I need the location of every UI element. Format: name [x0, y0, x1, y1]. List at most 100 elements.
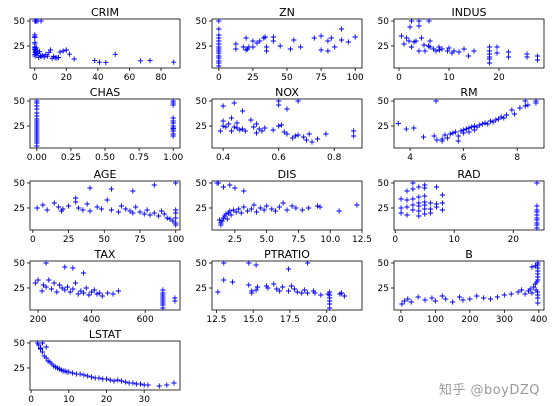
data-point-dis: [215, 180, 221, 186]
data-point-chas: [170, 115, 176, 121]
data-point-dis: [289, 203, 295, 209]
data-point-indus: [403, 35, 410, 41]
x-tick-label-crim: 40: [92, 73, 104, 83]
data-point-dis: [217, 217, 223, 223]
data-point-crim: [63, 47, 69, 53]
data-point-dis: [233, 209, 239, 215]
data-point-dis: [241, 204, 247, 210]
data-point-tax: [48, 286, 55, 292]
data-point-dis: [244, 208, 251, 214]
data-point-age: [108, 207, 115, 213]
data-point-tax: [56, 282, 63, 288]
data-point-crim: [41, 54, 47, 60]
data-point-rm: [498, 114, 504, 120]
data-point-lstat: [85, 373, 91, 379]
data-point-nox: [239, 108, 246, 114]
chart-ptratio: PTRATIO 12.5 15.0 17.5 20.0 25 50: [196, 248, 363, 325]
data-point-b: [443, 296, 449, 302]
y-tick-label-chas: 25: [14, 122, 25, 132]
data-point-rm: [433, 98, 439, 104]
data-point-age: [130, 210, 136, 216]
data-point-rm: [487, 118, 494, 124]
data-point-nox: [231, 124, 237, 130]
x-tick-label-indus: 10: [443, 73, 455, 83]
data-point-nox: [289, 135, 296, 141]
data-point-b: [508, 291, 514, 297]
data-point-nox: [276, 123, 282, 129]
data-point-tax: [78, 288, 84, 294]
data-point-b: [405, 296, 411, 302]
data-point-rm: [503, 112, 510, 118]
data-point-indus: [422, 48, 428, 54]
x-tick-label-dis: 12.5: [352, 235, 372, 245]
data-point-rad: [422, 182, 428, 188]
data-point-zn: [332, 44, 338, 50]
data-point-crim: [32, 32, 38, 38]
data-point-rad: [410, 207, 416, 213]
data-point-crim: [92, 58, 98, 64]
data-point-rm: [522, 98, 528, 104]
data-point-indus: [461, 46, 467, 52]
data-point-indus: [505, 54, 512, 60]
data-point-dis: [232, 185, 238, 191]
x-tick-label-lstat: 0: [28, 395, 34, 405]
data-point-b: [467, 296, 473, 302]
data-point-age: [137, 209, 143, 215]
data-point-indus: [471, 48, 477, 54]
data-point-tax: [39, 288, 45, 294]
data-point-dis: [238, 210, 244, 216]
data-point-ptratio: [246, 260, 252, 266]
data-point-rad: [428, 200, 434, 206]
chart-title-ptratio: PTRATIO: [264, 248, 310, 261]
data-point-crim: [36, 48, 43, 54]
data-point-rm: [477, 122, 483, 128]
data-point-indus: [427, 44, 433, 50]
x-tick-label-nox: 0.4: [216, 153, 231, 163]
data-point-tax: [70, 286, 76, 292]
data-point-nox: [220, 123, 226, 129]
y-tick-label-lstat: 25: [14, 364, 25, 374]
data-point-indus: [505, 49, 512, 55]
chart-title-rm: RM: [460, 86, 477, 99]
chart-title-lstat: LSTAT: [89, 328, 122, 341]
data-point-lstat: [81, 372, 87, 378]
data-point-zn: [325, 38, 331, 44]
x-tick-label-crim: 80: [155, 73, 167, 83]
data-point-b: [535, 292, 541, 298]
x-tick-label-ptratio: 17.5: [280, 315, 300, 325]
x-tick-label-age: 0: [30, 235, 36, 245]
data-point-lstat: [66, 369, 72, 375]
chart-b: B 0 100 200 300 400 25 50: [378, 248, 548, 325]
x-tick-label-rm: 6: [461, 153, 467, 163]
data-point-indus: [398, 33, 405, 39]
data-point-age: [94, 204, 100, 210]
data-point-tax: [70, 265, 76, 271]
data-point-lstat: [43, 355, 49, 361]
data-point-rm: [455, 138, 461, 144]
data-point-nox: [223, 124, 229, 130]
data-point-rm: [458, 128, 464, 134]
y-tick-label-age: 25: [14, 204, 25, 214]
data-point-age: [144, 207, 150, 213]
data-point-nox: [284, 131, 290, 137]
data-point-nox: [231, 100, 237, 106]
data-point-rad: [428, 206, 434, 212]
data-point-dis: [251, 202, 257, 208]
data-point-rm: [434, 137, 440, 143]
data-point-b: [522, 291, 528, 297]
data-point-tax: [80, 270, 87, 276]
data-point-indus: [439, 46, 445, 52]
data-point-ptratio: [271, 281, 277, 287]
data-point-b: [527, 286, 533, 292]
data-point-zn: [338, 37, 345, 43]
data-point-dis: [227, 182, 233, 188]
data-point-ptratio: [294, 289, 300, 295]
x-tick-label-age: 75: [134, 235, 145, 245]
data-point-age: [164, 215, 170, 221]
data-point-b: [494, 294, 501, 300]
data-point-nox: [276, 98, 282, 104]
data-point-age: [73, 195, 79, 201]
data-point-tax: [99, 293, 105, 299]
data-point-nox: [314, 136, 321, 142]
chart-nox: NOX 0.4 0.6 0.8 25 50: [196, 86, 363, 163]
